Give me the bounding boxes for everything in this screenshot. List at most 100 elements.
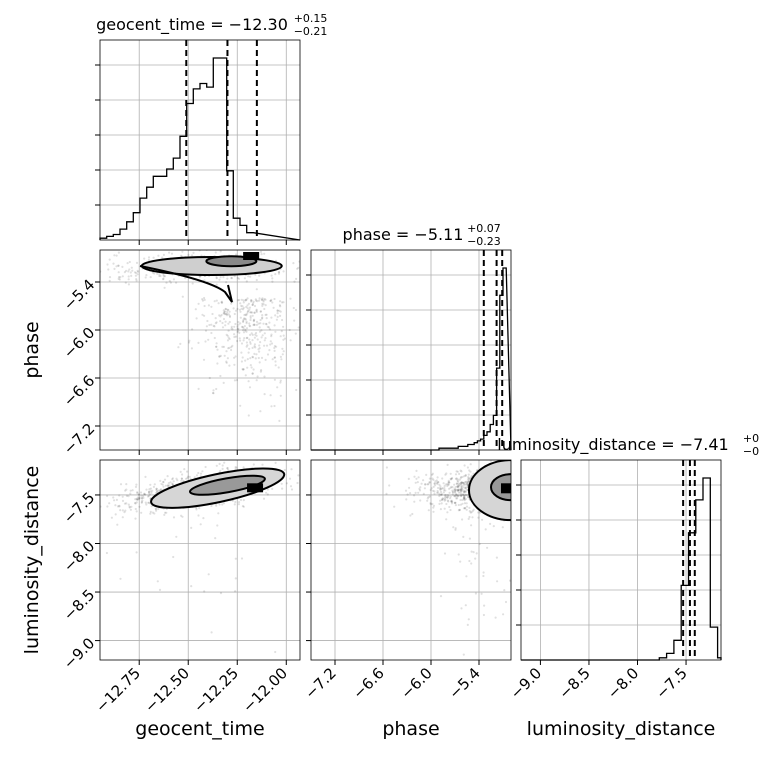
sample-point bbox=[515, 496, 517, 498]
sample-point bbox=[91, 273, 93, 275]
sample-point bbox=[138, 497, 141, 500]
sample-point bbox=[225, 361, 228, 364]
sample-point bbox=[482, 571, 485, 574]
sample-point bbox=[144, 493, 147, 496]
sample-point bbox=[226, 314, 229, 317]
sample-point bbox=[515, 488, 517, 490]
sample-point bbox=[215, 345, 218, 348]
sample-point bbox=[186, 476, 189, 480]
sample-point bbox=[306, 311, 308, 313]
sample-point bbox=[231, 344, 234, 347]
sample-point bbox=[135, 501, 138, 504]
sample-point bbox=[449, 478, 453, 481]
sample-point bbox=[454, 486, 457, 489]
sample-point bbox=[172, 516, 176, 519]
sample-point bbox=[483, 604, 486, 607]
sample-point bbox=[233, 333, 236, 336]
sample-point bbox=[460, 481, 463, 484]
sample-point bbox=[128, 506, 131, 509]
sample-point bbox=[190, 585, 193, 588]
sample-point bbox=[435, 479, 438, 482]
sample-point bbox=[106, 263, 109, 266]
sample-point bbox=[292, 262, 295, 265]
sample-point bbox=[125, 269, 128, 272]
sample-point bbox=[186, 475, 190, 478]
sample-point bbox=[212, 389, 215, 392]
sample-point bbox=[237, 323, 240, 326]
sample-point bbox=[197, 471, 200, 475]
sample-point bbox=[135, 483, 138, 486]
sample-point bbox=[119, 509, 122, 512]
sample-point bbox=[274, 364, 277, 367]
sample-point bbox=[218, 503, 221, 506]
sample-point bbox=[197, 341, 200, 344]
title-luminosity_distance: luminosity_distance = −7.41 bbox=[497, 435, 728, 455]
sample-point bbox=[193, 476, 196, 479]
sample-point bbox=[409, 514, 412, 517]
sample-point bbox=[426, 483, 429, 486]
sample-point bbox=[413, 500, 416, 503]
sample-point bbox=[516, 499, 518, 501]
sample-point bbox=[224, 308, 227, 311]
sample-point bbox=[221, 467, 224, 470]
sample-point bbox=[460, 481, 463, 484]
sample-point bbox=[531, 485, 533, 487]
sample-point bbox=[118, 494, 121, 497]
sample-point bbox=[221, 326, 225, 329]
sample-point bbox=[223, 310, 226, 313]
sample-point bbox=[550, 493, 552, 495]
sample-point bbox=[452, 526, 455, 529]
sample-point bbox=[474, 592, 477, 595]
sample-point bbox=[455, 482, 458, 485]
sample-point bbox=[224, 324, 227, 327]
sample-point bbox=[516, 504, 518, 506]
sample-point bbox=[219, 469, 222, 472]
sample-point bbox=[424, 483, 427, 486]
sample-point bbox=[521, 476, 523, 478]
sample-point bbox=[254, 346, 257, 349]
sample-point bbox=[442, 491, 445, 494]
sample-point bbox=[445, 518, 448, 521]
sample-point bbox=[512, 476, 514, 478]
sample-point bbox=[433, 482, 436, 485]
sample-point bbox=[235, 379, 238, 382]
sample-point bbox=[163, 478, 167, 481]
sample-point bbox=[454, 504, 457, 507]
sample-point bbox=[149, 487, 152, 490]
sample-point bbox=[129, 271, 132, 274]
sample-point bbox=[253, 352, 256, 355]
sample-point bbox=[244, 318, 247, 321]
sample-point bbox=[468, 479, 471, 482]
sample-point bbox=[210, 305, 213, 308]
sample-point bbox=[461, 485, 464, 488]
sample-point bbox=[141, 497, 144, 500]
sample-point bbox=[462, 484, 465, 487]
sample-point bbox=[222, 345, 225, 348]
sample-point bbox=[195, 506, 198, 509]
sample-point bbox=[433, 492, 436, 495]
sample-point bbox=[155, 487, 158, 490]
sample-point bbox=[166, 475, 169, 478]
sample-point bbox=[468, 559, 471, 563]
sample-point bbox=[226, 467, 229, 470]
sample-point bbox=[219, 315, 222, 318]
sample-point bbox=[123, 271, 126, 274]
sample-point bbox=[226, 339, 230, 342]
sample-point bbox=[450, 502, 454, 505]
sample-point bbox=[463, 494, 466, 498]
sample-point bbox=[463, 502, 466, 505]
sample-point bbox=[270, 274, 273, 277]
sample-point bbox=[435, 481, 438, 484]
sample-point bbox=[517, 492, 519, 494]
title-plus-luminosity_distance: +0.08 bbox=[743, 432, 760, 445]
sample-point bbox=[467, 496, 470, 499]
sample-point bbox=[136, 491, 139, 494]
sample-point bbox=[213, 300, 216, 303]
sample-point bbox=[534, 494, 536, 496]
sample-point bbox=[221, 301, 224, 304]
sample-point bbox=[458, 484, 461, 487]
sample-point bbox=[105, 551, 108, 555]
sample-point bbox=[449, 497, 452, 500]
sample-point bbox=[187, 341, 191, 344]
